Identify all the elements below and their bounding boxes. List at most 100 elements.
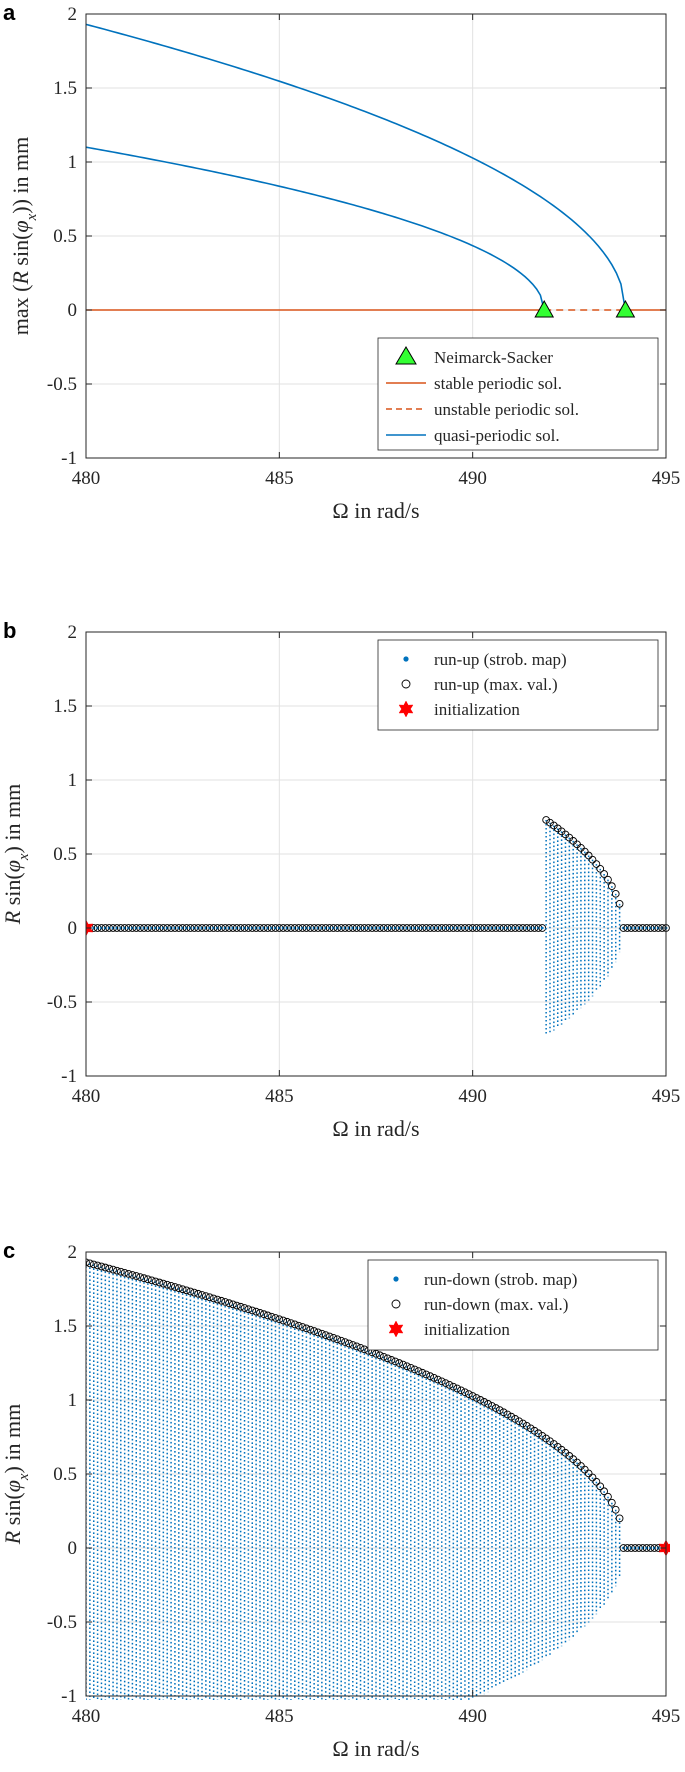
data-point bbox=[236, 1302, 245, 1311]
y-tick-label: 1.5 bbox=[53, 78, 77, 99]
legend-box bbox=[367, 1259, 659, 1351]
data-point bbox=[155, 1278, 164, 1287]
data-point bbox=[120, 1268, 129, 1277]
y-tick-label: -0.5 bbox=[47, 992, 77, 1013]
series-line bbox=[85, 146, 545, 311]
data-point bbox=[205, 1293, 214, 1302]
data-point bbox=[267, 1312, 276, 1321]
y-axis-label-group: max (R sin(φx)) in mm bbox=[8, 137, 40, 336]
panel-label: c bbox=[3, 1238, 15, 1263]
data-point bbox=[611, 1505, 620, 1514]
data-point bbox=[534, 299, 555, 318]
data-point bbox=[325, 1332, 334, 1341]
y-axis-label: R sin(φx) in mm bbox=[0, 784, 32, 925]
data-point bbox=[604, 875, 612, 884]
x-tick-label: 495 bbox=[652, 468, 681, 489]
data-point bbox=[468, 1392, 477, 1400]
data-point bbox=[600, 1487, 608, 1496]
data-point bbox=[190, 1288, 199, 1297]
y-tick-label: -1 bbox=[61, 1066, 77, 1087]
x-tick-label: 495 bbox=[652, 1086, 681, 1107]
data-point bbox=[592, 860, 601, 868]
x-tick-label: 485 bbox=[265, 1706, 294, 1727]
data-point bbox=[136, 1273, 144, 1281]
data-point bbox=[174, 1284, 183, 1292]
data-point bbox=[147, 1276, 156, 1285]
x-tick-label: 480 bbox=[72, 1086, 101, 1107]
data-point bbox=[542, 816, 550, 824]
data-point bbox=[507, 1412, 516, 1421]
data-point bbox=[198, 1291, 206, 1299]
data-point bbox=[600, 870, 608, 878]
legend-label: Neimarck-Sacker bbox=[434, 348, 553, 367]
data-point bbox=[526, 1424, 535, 1433]
y-tick-label: 2 bbox=[68, 622, 78, 643]
data-point bbox=[542, 1434, 550, 1443]
x-tick-label: 490 bbox=[458, 1086, 487, 1107]
data-point bbox=[240, 1304, 249, 1312]
x-axis-label: Ω in rad/s bbox=[332, 1736, 419, 1761]
data-point bbox=[403, 1362, 411, 1371]
data-point bbox=[321, 1331, 330, 1339]
y-tick-label: 1 bbox=[68, 152, 78, 173]
series-line bbox=[85, 23, 627, 311]
x-axis-label: Ω in rad/s bbox=[332, 1116, 419, 1141]
data-point bbox=[550, 1440, 558, 1448]
data-point bbox=[608, 882, 616, 891]
data-point bbox=[391, 1357, 400, 1366]
data-point bbox=[580, 1465, 589, 1474]
data-point bbox=[345, 1339, 353, 1348]
x-tick-label: 485 bbox=[265, 468, 294, 489]
data-point bbox=[488, 1402, 496, 1410]
data-point bbox=[503, 1410, 512, 1419]
data-point bbox=[256, 1309, 264, 1317]
data-point bbox=[406, 1363, 415, 1372]
data-point bbox=[383, 1354, 392, 1363]
data-point bbox=[244, 1305, 253, 1314]
legend-label: unstable periodic sol. bbox=[434, 400, 579, 419]
data-point bbox=[159, 1279, 168, 1288]
data-point bbox=[376, 1351, 384, 1360]
legend-marker bbox=[393, 1276, 399, 1282]
legend-box bbox=[377, 639, 659, 731]
data-point bbox=[263, 1311, 272, 1320]
data-point bbox=[352, 1342, 361, 1351]
legend-label: quasi-periodic sol. bbox=[434, 426, 560, 445]
data-point bbox=[167, 1281, 175, 1290]
x-tick-label: 490 bbox=[458, 468, 487, 489]
data-point bbox=[329, 1334, 338, 1342]
data-point bbox=[492, 1404, 500, 1412]
data-point bbox=[615, 899, 624, 908]
data-point bbox=[290, 1320, 299, 1329]
plot-content bbox=[86, 1258, 670, 1700]
data-point bbox=[615, 299, 636, 318]
data-point bbox=[596, 1482, 605, 1491]
legend-label: stable periodic sol. bbox=[434, 374, 562, 393]
data-point bbox=[534, 1429, 543, 1438]
data-point bbox=[279, 1316, 288, 1325]
data-point bbox=[604, 1492, 612, 1501]
data-point bbox=[310, 1327, 318, 1335]
data-point bbox=[437, 1377, 446, 1386]
y-tick-label: 1.5 bbox=[53, 696, 77, 717]
data-point bbox=[341, 1338, 349, 1346]
x-tick-label: 480 bbox=[72, 1706, 101, 1727]
data-point bbox=[202, 1292, 210, 1300]
data-point bbox=[584, 851, 593, 860]
y-tick-label: -0.5 bbox=[47, 1612, 77, 1633]
y-tick-label: 0 bbox=[68, 1538, 78, 1559]
legend-label: initialization bbox=[434, 700, 520, 719]
data-point bbox=[461, 1388, 469, 1397]
data-point bbox=[430, 1373, 438, 1382]
data-point bbox=[194, 1289, 202, 1298]
data-point bbox=[457, 1386, 465, 1395]
data-point bbox=[592, 1477, 601, 1486]
data-point bbox=[105, 1264, 114, 1273]
y-axis-label: R sin(φx) in mm bbox=[0, 1404, 32, 1545]
x-axis-label: Ω in rad/s bbox=[332, 498, 419, 523]
x-tick-label: 495 bbox=[652, 1706, 681, 1727]
data-point bbox=[538, 1432, 547, 1440]
y-tick-label: 0.5 bbox=[53, 1464, 77, 1485]
data-point bbox=[596, 864, 605, 873]
